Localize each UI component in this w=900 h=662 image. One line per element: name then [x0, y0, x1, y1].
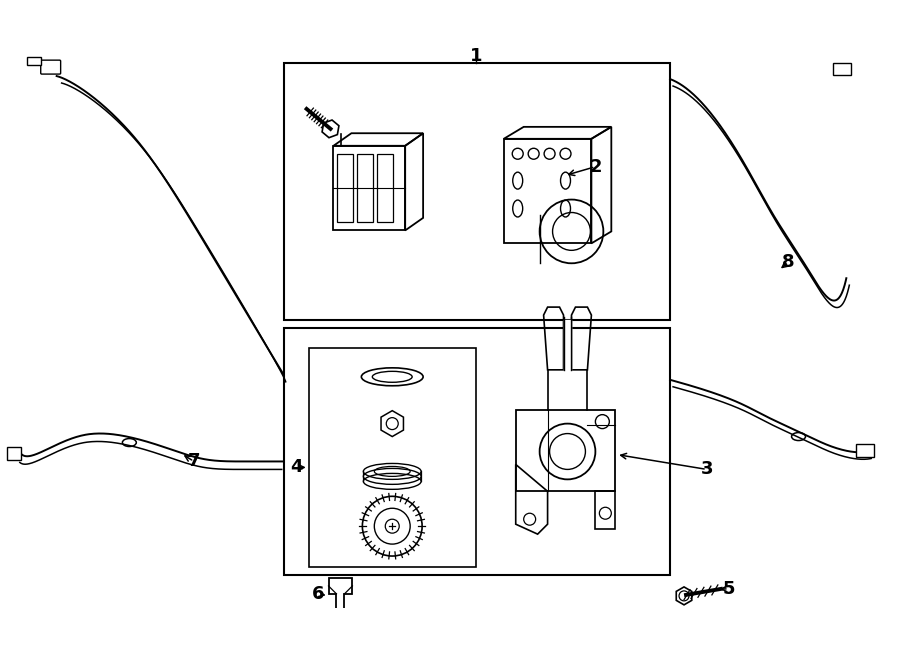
Bar	[504, 139, 591, 244]
Bar	[284, 328, 670, 575]
FancyBboxPatch shape	[40, 60, 60, 74]
Bar	[7, 446, 21, 461]
Bar	[357, 154, 374, 222]
Bar	[284, 63, 670, 320]
Text: 4: 4	[291, 458, 303, 477]
Bar	[377, 154, 393, 222]
Text: 2: 2	[590, 158, 601, 175]
Bar	[334, 146, 405, 230]
Text: 8: 8	[782, 254, 795, 271]
Text: 5: 5	[723, 580, 735, 598]
Text: 3: 3	[701, 460, 713, 479]
Text: 6: 6	[312, 585, 325, 603]
Text: 1: 1	[470, 47, 482, 65]
Bar	[27, 57, 40, 65]
Bar	[856, 444, 874, 457]
Bar	[833, 63, 851, 75]
Bar	[338, 154, 354, 222]
Bar	[309, 348, 476, 567]
Text: 7: 7	[188, 452, 201, 471]
